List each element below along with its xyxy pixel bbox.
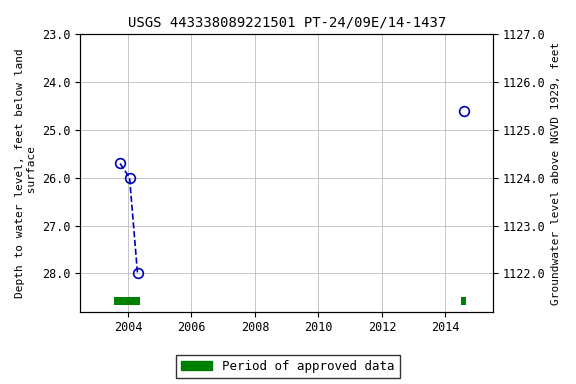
Title: USGS 443338089221501 PT-24/09E/14-1437: USGS 443338089221501 PT-24/09E/14-1437 — [127, 15, 446, 29]
Legend: Period of approved data: Period of approved data — [176, 355, 400, 378]
Bar — [461, 297, 466, 305]
Y-axis label: Depth to water level, feet below land
 surface: Depth to water level, feet below land su… — [15, 48, 37, 298]
Bar — [113, 297, 140, 305]
Y-axis label: Groundwater level above NGVD 1929, feet: Groundwater level above NGVD 1929, feet — [551, 41, 561, 305]
